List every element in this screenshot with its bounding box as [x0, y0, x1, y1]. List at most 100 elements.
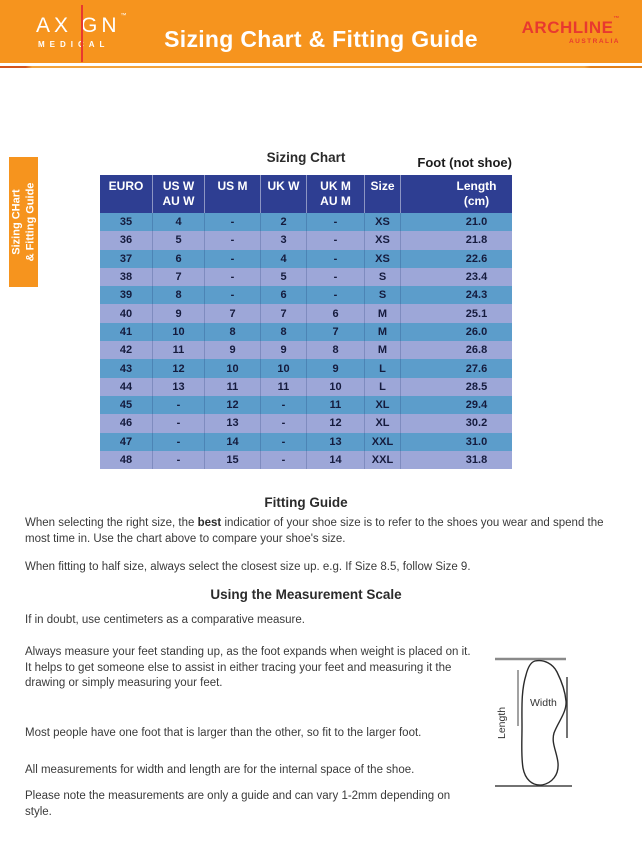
table-row: 38 7-5- S 23.4: [100, 267, 512, 287]
table-cell: 38: [119, 271, 133, 284]
table-row: 43 12 10 10 9 L 27.6: [100, 359, 512, 378]
table-cell: -: [306, 249, 364, 268]
fitting-guide-heading: Fitting Guide: [264, 495, 348, 510]
table-cell: 11: [260, 377, 306, 396]
measurement-paragraph-1: If in doubt, use centimeters as a compar…: [25, 614, 305, 626]
table-row: 48-15-14 XXL 31.8: [100, 450, 512, 470]
table-cell: 46: [119, 417, 133, 430]
paragraph-text: When selecting the right size, the: [25, 517, 198, 529]
table-cell: 7: [260, 304, 306, 323]
table-cell: 26.8: [400, 341, 512, 360]
column-header: US W AU W: [152, 175, 204, 213]
table-cell: 7: [152, 267, 204, 287]
table-cell: 15: [204, 450, 260, 470]
table-cell: 14: [306, 450, 364, 470]
table-cell: 9: [204, 341, 260, 360]
axign-red-line: [81, 5, 83, 62]
table-cell: 7: [306, 322, 364, 342]
table-cell: -: [152, 395, 204, 415]
foot-diagram: Width Length: [495, 657, 572, 787]
table-cell: 11: [152, 341, 204, 360]
table-cell: 23.4: [400, 267, 512, 287]
table-row: 44 13 11 11 10 L 28.5: [100, 377, 512, 396]
table-cell: -: [204, 231, 260, 250]
table-cell: 12: [306, 414, 364, 433]
measurement-paragraph-3: Most people have one foot that is larger…: [25, 727, 422, 739]
table-cell: 21.0: [400, 213, 512, 232]
sizing-table: EURO US W AU W US M UK W UK M AU M Size Le…: [100, 175, 512, 470]
column-header: UK W: [260, 175, 306, 213]
table-cell: 3: [260, 231, 306, 250]
table-cell: 10: [260, 359, 306, 378]
table-cell: 11: [306, 395, 364, 415]
foot-outline: [521, 659, 567, 786]
axign-part1: AX: [36, 14, 73, 37]
table-cell: L: [364, 377, 400, 396]
table-cell: 21.8: [400, 231, 512, 250]
table-cell: -: [260, 395, 306, 415]
table-cell: 8: [152, 286, 204, 305]
table-cell: 47: [119, 435, 133, 448]
table-cell: 37: [119, 252, 133, 265]
table-cell: 14: [204, 432, 260, 451]
table-cell: -: [204, 286, 260, 305]
table-cell: XL: [364, 414, 400, 433]
table-cell: 44: [119, 380, 133, 393]
table-cell: 30.2: [400, 414, 512, 433]
table-cell: 5: [152, 231, 204, 250]
table-cell: -: [260, 450, 306, 470]
table-cell: 25.1: [400, 304, 512, 323]
sizing-chart-heading: Sizing Chart: [266, 150, 346, 165]
table-cell: 26.0: [400, 322, 512, 342]
table-cell: 22.6: [400, 249, 512, 268]
column-header: EURO: [108, 179, 144, 193]
table-cell: -: [204, 249, 260, 268]
table-cell: 13: [152, 377, 204, 396]
table-cell: S: [364, 286, 400, 305]
table-cell: S: [364, 267, 400, 287]
table-cell: 27.6: [400, 359, 512, 378]
column-header: Size: [364, 175, 400, 213]
table-cell: XL: [364, 395, 400, 415]
column-header: US M: [204, 175, 260, 213]
fitting-guide-paragraph-2: When fitting to half size, always select…: [25, 561, 471, 573]
table-cell: 35: [119, 216, 133, 229]
table-cell: 8: [204, 322, 260, 342]
table-cell: 10: [204, 359, 260, 378]
table-cell: 7: [204, 304, 260, 323]
bold-text: best: [197, 517, 222, 529]
archline-logo: ARCHLINE™ AUSTRALIA: [521, 16, 620, 45]
table-cell: 10: [306, 377, 364, 396]
column-header: Length (cm): [400, 175, 512, 213]
table-cell: M: [364, 341, 400, 360]
table-cell: 29.4: [400, 395, 512, 415]
table-cell: 9: [260, 341, 306, 360]
table-cell: -: [306, 213, 364, 232]
table-cell: 10: [152, 322, 204, 342]
table-cell: 8: [306, 341, 364, 360]
paragraph-text: indicatior of your shoe size is to refer…: [25, 517, 604, 545]
table-row: 47-14-13 XXL 31.0: [100, 432, 512, 451]
length-label: Length: [496, 707, 508, 739]
table-cell: M: [364, 322, 400, 342]
table-cell: 31.8: [400, 450, 512, 470]
table-cell: 9: [306, 359, 364, 378]
sizing-table-body: 35 4-2- XS 21.0 36 5-3- XS 21.8 37 6-4- XS 22.6 38 7-…: [100, 213, 512, 470]
table-row: 36 5-3- XS 21.8: [100, 231, 512, 250]
table-cell: L: [364, 359, 400, 378]
table-cell: 5: [260, 267, 306, 287]
table-cell: XS: [364, 231, 400, 250]
measurement-scale-heading: Using the Measurement Scale: [210, 587, 402, 602]
trademark-symbol: ™: [613, 16, 620, 22]
column-header: UK M AU M: [306, 175, 364, 213]
table-cell: 40: [119, 307, 133, 320]
axign-medical-label: MEDICAL: [38, 40, 110, 49]
table-cell: -: [152, 414, 204, 433]
side-tab-sizing-chart: Sizing CHart & Fitting Guide: [9, 157, 38, 287]
table-cell: 8: [260, 322, 306, 342]
archline-text: ARCHLINE: [521, 18, 614, 37]
table-row: 41 10 8 8 7 M 26.0: [100, 322, 512, 342]
table-cell: 39: [119, 289, 133, 302]
table-cell: XXL: [364, 432, 400, 451]
